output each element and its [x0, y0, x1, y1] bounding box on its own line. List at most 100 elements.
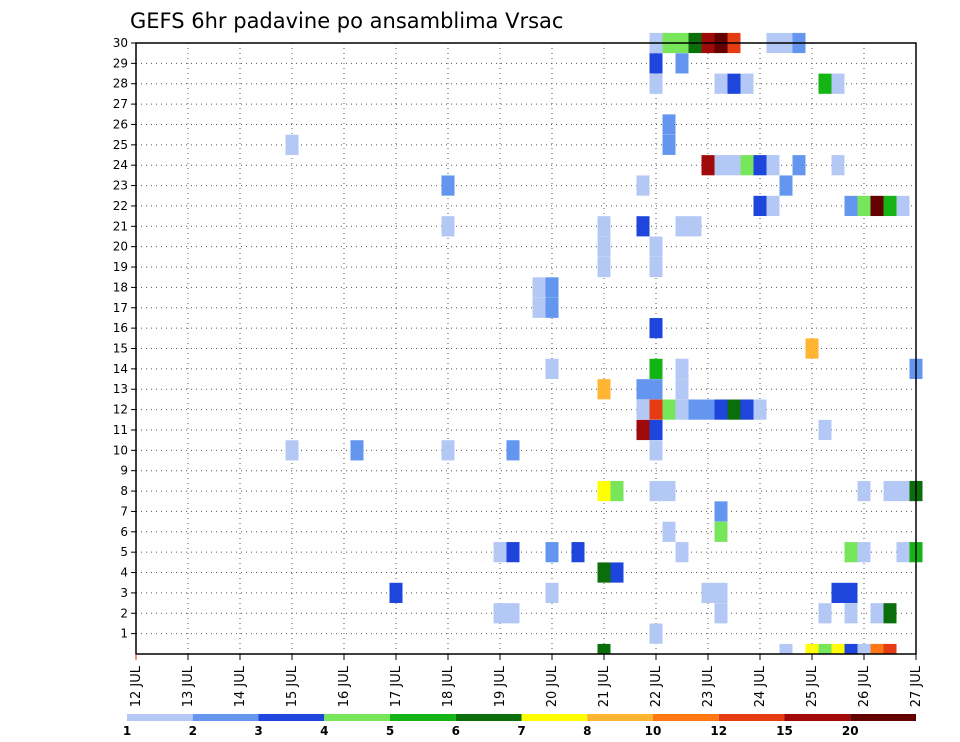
heatmap-cell: [714, 501, 728, 522]
heatmap-cell: [649, 256, 663, 278]
heatmap-cell: [844, 582, 858, 603]
heatmap-cell: [896, 480, 910, 502]
legend-swatch: [127, 714, 193, 721]
heatmap-cell: [870, 643, 884, 654]
heatmap-cell: [831, 155, 845, 176]
heatmap-cell: [441, 216, 455, 237]
heatmap-cell: [285, 134, 299, 155]
y-tick-label: 5: [120, 545, 128, 559]
y-tick-label: 20: [113, 240, 128, 254]
heatmap-cell: [571, 542, 585, 563]
heatmap-cell: [714, 73, 728, 94]
heatmap-cell: [506, 542, 520, 563]
heatmap-cell: [740, 73, 754, 94]
heatmap-cell: [714, 521, 728, 542]
heatmap-cell: [753, 399, 767, 420]
y-tick-label: 1: [120, 627, 128, 641]
legend-label: 12: [710, 724, 727, 738]
chart-title: GEFS 6hr padavine po ansamblima Vrsac: [130, 9, 563, 33]
heatmap-cell: [649, 623, 663, 644]
heatmap-cell: [883, 195, 897, 217]
legend-swatch: [587, 714, 653, 721]
heatmap-cell: [662, 114, 676, 135]
heatmap-cell: [493, 603, 507, 624]
heatmap-cell: [740, 155, 754, 176]
heatmap-cell: [649, 379, 663, 400]
heatmap-cell: [350, 440, 364, 461]
heatmap-cell: [883, 603, 897, 624]
legend-label: 5: [386, 724, 394, 738]
heatmap-cell: [649, 358, 663, 379]
heatmap-cell: [714, 603, 728, 624]
legend-label: 15: [776, 724, 793, 738]
heatmap-cell: [675, 379, 689, 400]
heatmap-cell: [545, 582, 559, 603]
heatmap-cell: [662, 399, 676, 420]
heatmap-cell: [714, 399, 728, 420]
heatmap-cell: [675, 399, 689, 420]
heatmap-cell: [597, 480, 611, 502]
legend-swatch: [521, 714, 588, 721]
x-tick-label: 21 JUL: [597, 665, 612, 707]
heatmap-cell: [831, 73, 845, 94]
y-tick-label: 13: [113, 382, 128, 396]
x-tick-label: 25 JUL: [805, 665, 820, 707]
legend-label: 10: [645, 724, 662, 738]
heatmap-cell: [649, 399, 663, 420]
y-tick-label: 16: [113, 321, 128, 335]
legend-label: 3: [254, 724, 262, 738]
legend: 1 2 3 4 5 6 7 8 10 12 15 20: [123, 714, 916, 738]
heatmap-cell: [896, 195, 910, 217]
legend-swatch: [653, 714, 719, 721]
heatmap-cell: [688, 216, 702, 237]
legend-label: 2: [189, 724, 197, 738]
y-tick-label: 11: [113, 423, 128, 437]
heatmap-cell: [766, 155, 780, 176]
y-tick-label: 10: [113, 443, 128, 457]
grid-lines: [136, 42, 916, 654]
heatmap-cell: [649, 236, 663, 257]
heatmap-cell: [831, 643, 845, 654]
heatmap-cell: [493, 542, 507, 563]
heatmap-cell: [649, 73, 663, 94]
y-tick-label: 15: [113, 342, 128, 356]
x-tick-label: 23 JUL: [701, 665, 716, 707]
heatmap-cell: [701, 399, 715, 420]
y-tick-label: 27: [113, 97, 128, 111]
legend-label: 6: [452, 724, 460, 738]
heatmap-cell: [818, 73, 832, 94]
heatmap-cell: [805, 338, 819, 359]
y-tick-label: 30: [113, 36, 128, 50]
heatmap-cell: [662, 134, 676, 155]
heatmap-cell: [389, 582, 403, 603]
y-tick-label: 12: [113, 403, 128, 417]
heatmap-cell: [532, 297, 546, 318]
heatmap-cell: [506, 603, 520, 624]
heatmap-cell: [636, 175, 650, 196]
legend-swatch: [455, 714, 522, 721]
legend-swatch: [390, 714, 456, 721]
x-tick-label: 13 JUL: [181, 665, 196, 707]
y-tick-label: 14: [113, 362, 128, 376]
y-tick-label: 6: [120, 525, 128, 539]
heatmap-cell: [805, 643, 819, 654]
y-tick-label: 21: [113, 219, 128, 233]
heatmap-cell: [545, 358, 559, 379]
heatmap-cell: [779, 643, 793, 654]
x-axis: 12 JUL 13 JUL 14 JUL 15 JUL 16 JUL 17 JUL 18 J…: [129, 654, 924, 707]
legend-swatch: [192, 714, 259, 721]
heatmap-cell: [896, 542, 910, 563]
x-tick-label: 12 JUL: [129, 665, 144, 707]
heatmap-cell: [753, 195, 767, 217]
heatmap-cell: [701, 582, 715, 603]
x-tick-label: 19 JUL: [493, 665, 508, 707]
heatmap-cell: [831, 582, 845, 603]
heatmap-cell: [883, 643, 897, 654]
y-tick-label: 29: [113, 56, 128, 70]
y-tick-label: 23: [113, 179, 128, 193]
heatmap-cell: [649, 440, 663, 461]
heatmap-cell: [766, 195, 780, 217]
x-tick-label: 18 JUL: [441, 665, 456, 707]
heatmap-cell: [727, 399, 741, 420]
heatmap-cell: [844, 195, 858, 217]
